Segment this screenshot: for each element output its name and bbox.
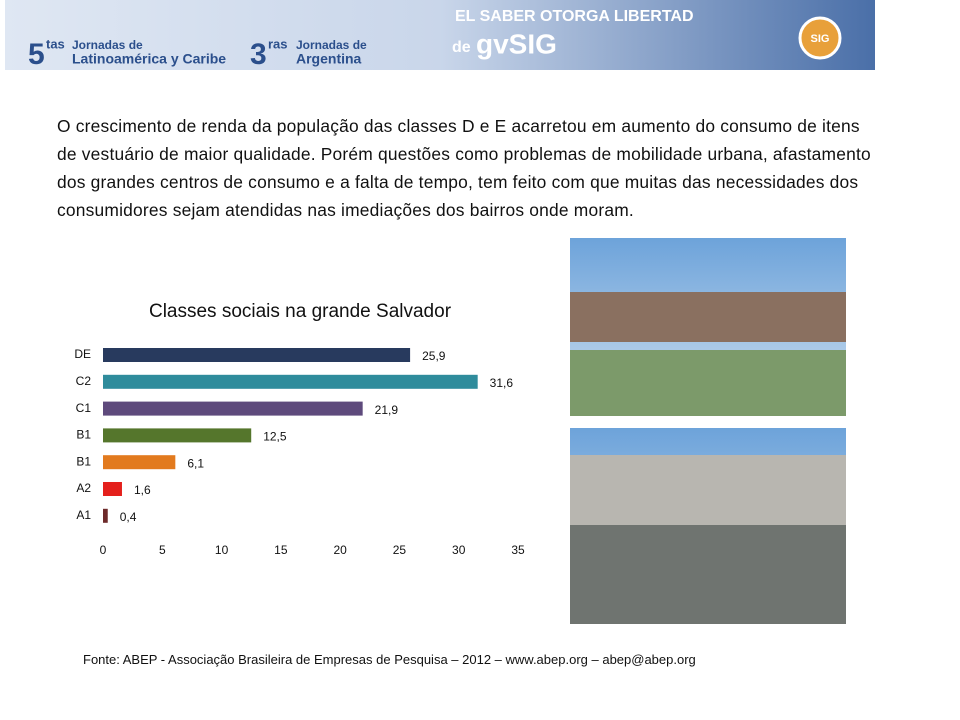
- footer: Fonte: ABEP - Associação Brasileira de E…: [83, 652, 696, 667]
- y-tick-label: A1: [76, 508, 91, 522]
- x-tick-label: 0: [100, 543, 107, 557]
- x-tick-label: 10: [215, 543, 229, 557]
- value-label: 31,6: [490, 376, 514, 390]
- bar: [103, 348, 411, 362]
- value-label: 0,4: [120, 510, 137, 524]
- banner-text: de: [452, 39, 471, 56]
- bar: [103, 428, 252, 443]
- y-tick-label: B1: [76, 428, 91, 442]
- chart-title: Classes sociais na grande Salvador: [149, 301, 452, 322]
- photo-city: [570, 350, 846, 416]
- banner-text: tas: [46, 36, 65, 51]
- y-tick-label: C2: [76, 374, 92, 388]
- banner-text: Jornadas de: [296, 38, 367, 52]
- bar: [103, 401, 363, 416]
- banner-text: Jornadas de: [72, 38, 143, 52]
- banner-text: Argentina: [296, 51, 362, 67]
- banner-text: 5: [28, 38, 45, 71]
- logo-text: SIG: [811, 33, 830, 45]
- bar: [103, 455, 176, 470]
- logo: [798, 16, 842, 60]
- chart: Classes sociais na grande Salvador 0 5 10 1…: [74, 301, 525, 557]
- y-tick-label: DE: [74, 347, 91, 361]
- photo-road: [570, 525, 846, 624]
- photo-crowd-bridge: [570, 292, 846, 342]
- paragraph: O crescimento de renda da população das …: [57, 116, 871, 220]
- x-tick-label: 25: [393, 543, 407, 557]
- value-label: 12,5: [263, 430, 287, 444]
- bar: [103, 482, 122, 496]
- value-label: 25,9: [422, 349, 446, 363]
- y-tick-label: B1: [76, 454, 91, 468]
- photo-buildings: [570, 455, 846, 525]
- banner-text: ras: [268, 36, 288, 51]
- value-label: 1,6: [134, 483, 151, 497]
- banner-text: 3: [250, 38, 267, 71]
- bar: [103, 374, 478, 389]
- x-tick-label: 30: [452, 543, 466, 557]
- banner: [5, 0, 875, 70]
- x-tick-label: 5: [159, 543, 166, 557]
- x-tick-label: 15: [274, 543, 288, 557]
- banner-brand: gvSIG: [476, 28, 557, 59]
- x-tick-label: 20: [333, 543, 347, 557]
- banner-slogan: EL SABER OTORGA LIBERTAD: [455, 8, 694, 25]
- y-tick-label: C1: [76, 401, 92, 415]
- bar: [103, 508, 108, 523]
- x-tick-label: 35: [511, 543, 525, 557]
- value-label: 21,9: [375, 403, 399, 417]
- banner-text: Latinoamérica y Caribe: [72, 51, 226, 67]
- value-label: 6,1: [187, 456, 204, 470]
- y-tick-label: A2: [76, 481, 91, 495]
